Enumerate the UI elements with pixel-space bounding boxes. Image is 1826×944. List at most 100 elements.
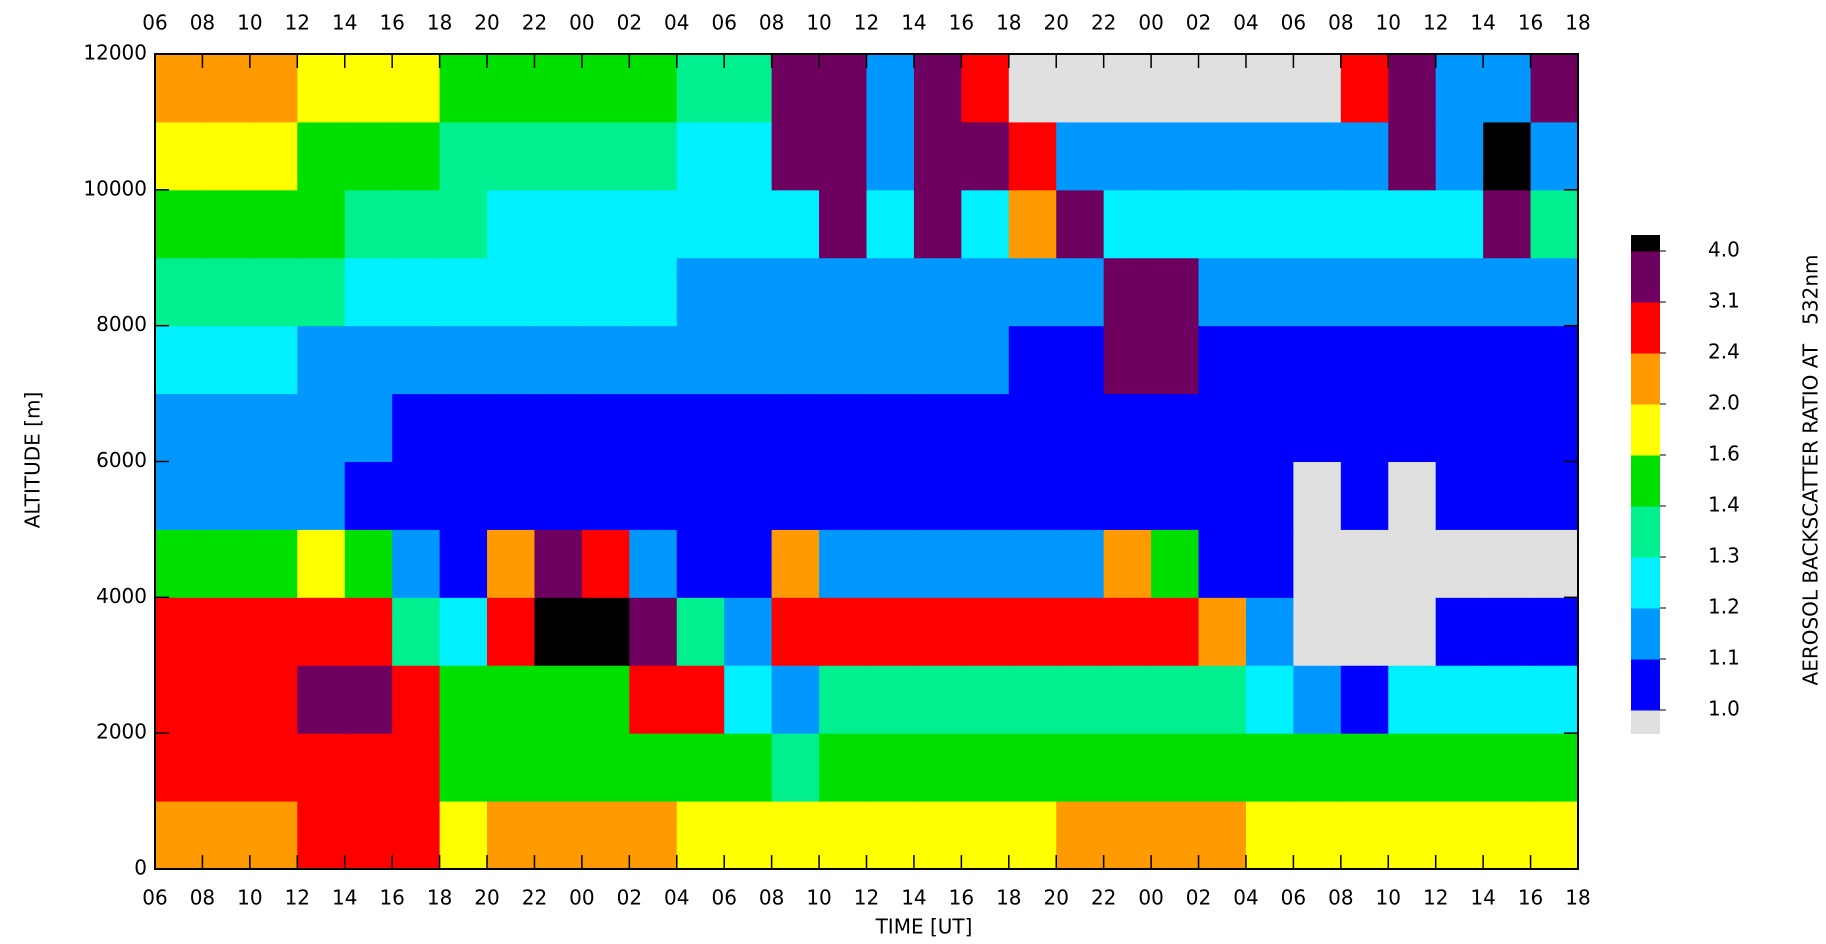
heatmap-cell [771, 121, 820, 191]
heatmap-cell [155, 121, 203, 191]
heatmap-cell [1530, 393, 1579, 462]
heatmap-cell [1435, 665, 1484, 734]
heatmap-cell [581, 189, 630, 259]
x-tick-label: 16 [1518, 886, 1543, 910]
heatmap-cell [1056, 54, 1105, 123]
heatmap-cell [1245, 665, 1294, 734]
heatmap-cell [961, 257, 1010, 327]
x-tick-label-top: 18 [996, 11, 1021, 35]
heatmap-cell [534, 121, 583, 191]
heatmap-cell [534, 54, 583, 123]
heatmap-cell [724, 393, 773, 462]
heatmap-cell [487, 733, 535, 802]
heatmap-cell [249, 733, 298, 802]
heatmap-cell [1103, 801, 1152, 870]
x-tick-label: 08 [1328, 886, 1353, 910]
heatmap-cell [1293, 189, 1342, 259]
heatmap-cell [1008, 733, 1057, 802]
x-tick-label-top: 22 [1091, 11, 1116, 35]
heatmap-cell [1151, 529, 1200, 598]
heatmap-cell [439, 529, 488, 598]
heatmap-cell [392, 733, 441, 802]
x-axis-label: TIME [UT] [875, 915, 973, 939]
x-tick-label-top: 14 [1470, 11, 1495, 35]
heatmap-cell [344, 597, 393, 666]
heatmap-cell [155, 325, 203, 395]
heatmap-cell [866, 393, 915, 462]
heatmap-cell [1198, 189, 1247, 259]
heatmap-cell [344, 54, 393, 123]
heatmap-cell [1293, 665, 1342, 734]
heatmap-cell [771, 665, 820, 734]
colorbar-segment [1631, 557, 1660, 609]
heatmap-cell [1103, 325, 1152, 395]
heatmap-cell [487, 325, 535, 395]
heatmap-cell [1151, 665, 1200, 734]
heatmap-cell [297, 325, 346, 395]
heatmap-cell [1245, 529, 1294, 598]
x-tick-label-top: 08 [190, 11, 215, 35]
heatmap-cell [155, 189, 203, 259]
heatmap-cell [961, 733, 1010, 802]
x-tick-label-top: 16 [379, 11, 404, 35]
heatmap-cell [629, 121, 678, 191]
heatmap-cell [1388, 189, 1437, 259]
heatmap-cell [581, 461, 630, 530]
heatmap-cell [1008, 257, 1057, 327]
heatmap-cell [676, 529, 725, 598]
heatmap-cell [819, 121, 867, 191]
x-tick-label: 18 [996, 886, 1021, 910]
x-tick-label: 18 [1565, 886, 1590, 910]
heatmap-cell [629, 257, 678, 327]
heatmap-cell [1483, 189, 1532, 259]
heatmap-cell [866, 733, 915, 802]
heatmap-cell [913, 325, 962, 395]
heatmap-cell [629, 54, 678, 123]
heatmap-cell [249, 325, 298, 395]
heatmap-cell [724, 597, 773, 666]
heatmap-cell [1530, 801, 1579, 870]
x-tick-label: 06 [142, 886, 167, 910]
heatmap-cell [344, 189, 393, 259]
heatmap-cell [676, 393, 725, 462]
heatmap-cell [297, 189, 346, 259]
heatmap-cell [1198, 733, 1247, 802]
heatmap-cell [249, 597, 298, 666]
heatmap-cell [1483, 529, 1532, 598]
heatmap-cell [1388, 257, 1437, 327]
x-tick-label: 02 [1186, 886, 1211, 910]
heatmap-cell [439, 597, 488, 666]
heatmap-cell [249, 393, 298, 462]
colorbar-tick-label: 1.2 [1708, 595, 1740, 619]
heatmap-cell [913, 189, 962, 259]
heatmap-cell [344, 325, 393, 395]
heatmap-cell [866, 801, 915, 870]
heatmap-cell [1151, 121, 1200, 191]
heatmap-cell [155, 665, 203, 734]
heatmap-cell [534, 529, 583, 598]
heatmap-cell [1008, 801, 1057, 870]
heatmap-cell [1293, 801, 1342, 870]
heatmap-cell [1008, 461, 1057, 530]
heatmap-cell [629, 325, 678, 395]
colorbar-segment [1631, 235, 1660, 252]
heatmap-cell [581, 529, 630, 598]
heatmap-cell [534, 597, 583, 666]
heatmap-cell [1435, 189, 1484, 259]
heatmap-cell [1245, 54, 1294, 123]
heatmap-cell [439, 665, 488, 734]
colorbar-segment [1631, 353, 1660, 405]
heatmap-cell [1103, 189, 1152, 259]
heatmap-cell [771, 461, 820, 530]
heatmap-cell [581, 54, 630, 123]
heatmap-cell [297, 257, 346, 327]
heatmap-cell [487, 597, 535, 666]
heatmap-cell [1293, 597, 1342, 666]
heatmap-cell [866, 257, 915, 327]
heatmap-cell [1056, 257, 1105, 327]
heatmap-cell [866, 597, 915, 666]
colorbar-segment [1631, 251, 1660, 303]
heatmap-cell [487, 665, 535, 734]
heatmap-cell [297, 461, 346, 530]
heatmap-cell [1435, 801, 1484, 870]
